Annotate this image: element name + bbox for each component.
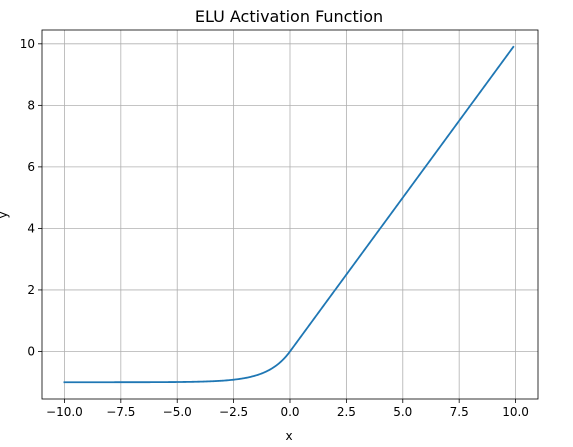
series-layer [63, 45, 515, 384]
y-tick-label: 8 [27, 98, 35, 112]
x-tick-label: 2.5 [337, 405, 356, 419]
elu-series-line [63, 45, 515, 384]
x-tick-label: 7.5 [450, 405, 469, 419]
x-tick-label: −2.5 [219, 405, 248, 419]
x-tick-label: 5.0 [393, 405, 412, 419]
x-tick-label: −5.0 [163, 405, 192, 419]
x-tick-label: 0.0 [280, 405, 299, 419]
y-axis-label: y [0, 211, 10, 218]
y-tick-label: 2 [27, 283, 35, 297]
y-axis-ticks: 0 2 4 6 8 10 [20, 37, 42, 358]
chart-title: ELU Activation Function [195, 7, 383, 26]
x-tick-label: −7.5 [106, 405, 135, 419]
y-tick-label: 6 [27, 160, 35, 174]
y-tick-label: 4 [27, 221, 35, 235]
y-tick-label: 10 [20, 37, 35, 51]
y-tick-label: 0 [27, 344, 35, 358]
x-axis-ticks: −10.0 −7.5 −5.0 −2.5 0.0 2.5 5.0 7.5 10.0 [46, 399, 529, 419]
x-tick-label: −10.0 [46, 405, 83, 419]
grid [42, 30, 538, 399]
x-tick-label: 10.0 [502, 405, 529, 419]
x-axis-label: x [285, 429, 292, 443]
